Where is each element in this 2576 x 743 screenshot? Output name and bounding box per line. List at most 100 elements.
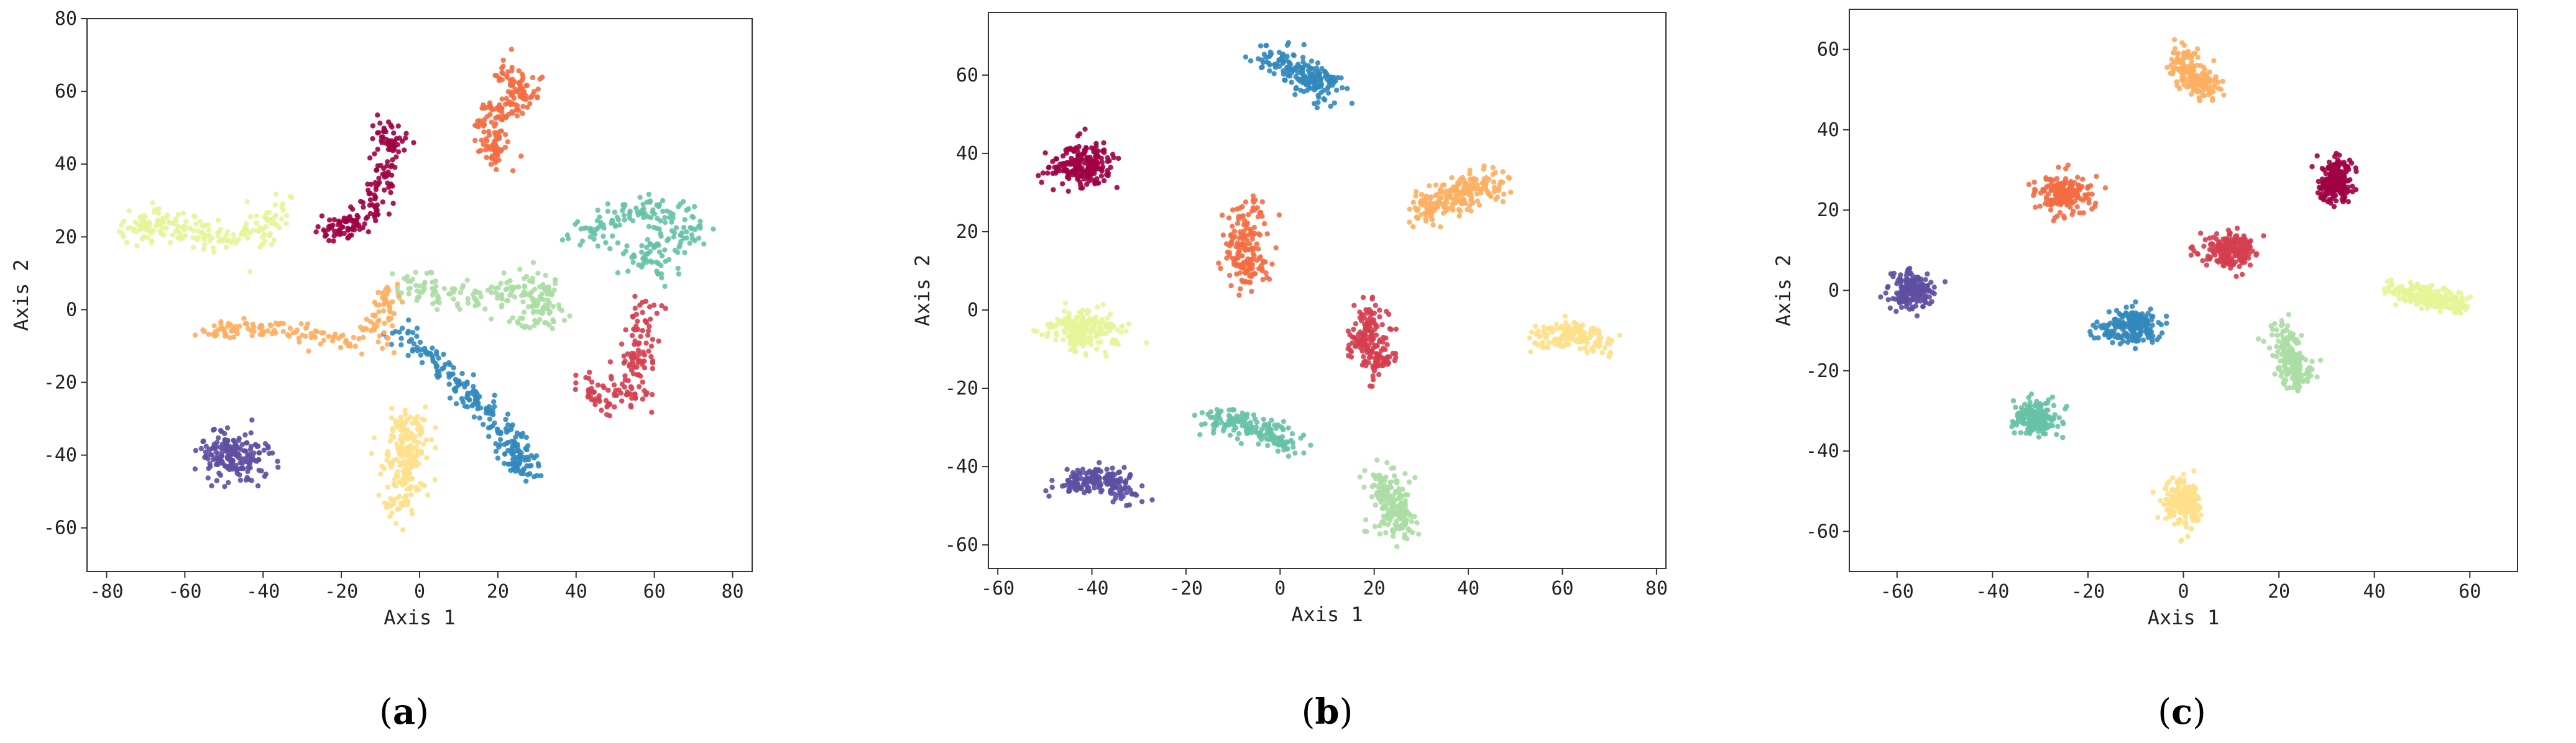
scatter-point (354, 212, 360, 219)
scatter-point (2120, 339, 2126, 344)
scatter-point (237, 324, 242, 329)
scatter-point (648, 344, 655, 349)
scatter-point (403, 135, 408, 141)
scatter-point (2140, 337, 2146, 343)
scatter-point (625, 351, 631, 357)
scatter-point (684, 229, 689, 235)
scatter-point (1104, 467, 1110, 472)
scatter-point (362, 221, 367, 227)
scatter-point (417, 339, 423, 345)
series-cluster-lightorange (1407, 163, 1514, 230)
scatter-point (377, 121, 383, 126)
scatter-point (1532, 340, 1539, 346)
series-cluster-purple (192, 417, 281, 490)
scatter-point (2194, 62, 2200, 68)
scatter-point (262, 441, 269, 447)
scatter-point (684, 235, 689, 241)
scatter-point (198, 445, 204, 452)
scatter-point (528, 94, 533, 101)
scatter-point (134, 243, 140, 248)
scatter-point (382, 296, 389, 301)
scatter-point (329, 338, 336, 344)
scatter-point (364, 316, 369, 322)
scatter-point (505, 101, 511, 106)
scatter-point (677, 242, 683, 248)
scatter-point (509, 65, 515, 70)
scatter-point (1078, 322, 1083, 327)
scatter-point (135, 221, 140, 227)
scatter-point (662, 215, 668, 221)
scatter-point (1361, 485, 1367, 490)
scatter-point (213, 455, 219, 461)
scatter-point (512, 443, 518, 449)
scatter-point (210, 245, 216, 250)
panel-a: -80 -60 -40 -20 0 20 40 60 80-60-40-20020406080A… (9, 8, 753, 732)
scatter-point (280, 329, 286, 334)
scatter-point (1596, 329, 1602, 334)
scatter-point (1220, 212, 1225, 218)
y-tick-label: -20 (44, 372, 77, 394)
scatter-point (1300, 59, 1306, 65)
scatter-point (1908, 270, 1913, 276)
scatter-point (419, 429, 425, 435)
scatter-point (401, 424, 407, 430)
scatter-point (1254, 205, 1260, 211)
scatter-point (213, 449, 219, 455)
scatter-point (535, 270, 541, 276)
scatter-point (407, 339, 412, 344)
scatter-point (490, 142, 496, 148)
scatter-point (2237, 246, 2243, 252)
scatter-point (1582, 345, 1588, 351)
scatter-point (1279, 55, 1284, 61)
scatter-point (1243, 199, 1249, 205)
scatter-point (424, 455, 430, 461)
scatter-point (1412, 475, 1418, 481)
scatter-point (2175, 50, 2181, 56)
scatter-point (2201, 71, 2207, 76)
scatter-point (326, 217, 333, 223)
scatter-point (2155, 337, 2160, 342)
scatter-point (2253, 252, 2259, 258)
scatter-point (650, 207, 656, 212)
scatter-point (1251, 412, 1257, 418)
scatter-point (1386, 513, 1392, 518)
scatter-point (1266, 61, 1272, 66)
scatter-point (2209, 88, 2214, 94)
scatter-point (1116, 155, 1121, 162)
scatter-point (412, 439, 417, 444)
scatter-point (1258, 65, 1264, 71)
scatter-point (1103, 353, 1109, 359)
scatter-point (361, 204, 366, 210)
scatter-point (617, 222, 622, 228)
scatter-point (1266, 276, 1272, 282)
scatter-point (646, 349, 651, 354)
scatter-point (372, 312, 378, 318)
scatter-point (1300, 55, 1306, 60)
scatter-point (1397, 504, 1402, 509)
scatter-point (1371, 310, 1378, 316)
scatter-point (234, 330, 241, 337)
scatter-point (190, 245, 196, 250)
scatter-point (2223, 242, 2229, 248)
scatter-point (346, 215, 351, 221)
scatter-point (206, 331, 211, 337)
scatter-point (1281, 427, 1286, 432)
scatter-point (371, 435, 377, 440)
scatter-point (1088, 342, 1094, 347)
series-cluster-purple (1043, 460, 1155, 509)
scatter-point (573, 372, 579, 378)
scatter-point (491, 399, 497, 404)
scatter-point (1292, 92, 1298, 98)
scatter-point (2335, 159, 2340, 165)
scatter-point (237, 477, 243, 483)
scatter-point (1377, 308, 1382, 313)
scatter-point (160, 226, 165, 232)
scatter-point (390, 271, 395, 276)
scatter-point (510, 83, 515, 89)
scatter-point (1561, 332, 1566, 337)
scatter-point (1493, 170, 1498, 175)
scatter-point (1404, 509, 1409, 515)
scatter-point (415, 422, 421, 427)
y-tick-label: -20 (945, 378, 978, 399)
scatter-point (1565, 324, 1571, 330)
